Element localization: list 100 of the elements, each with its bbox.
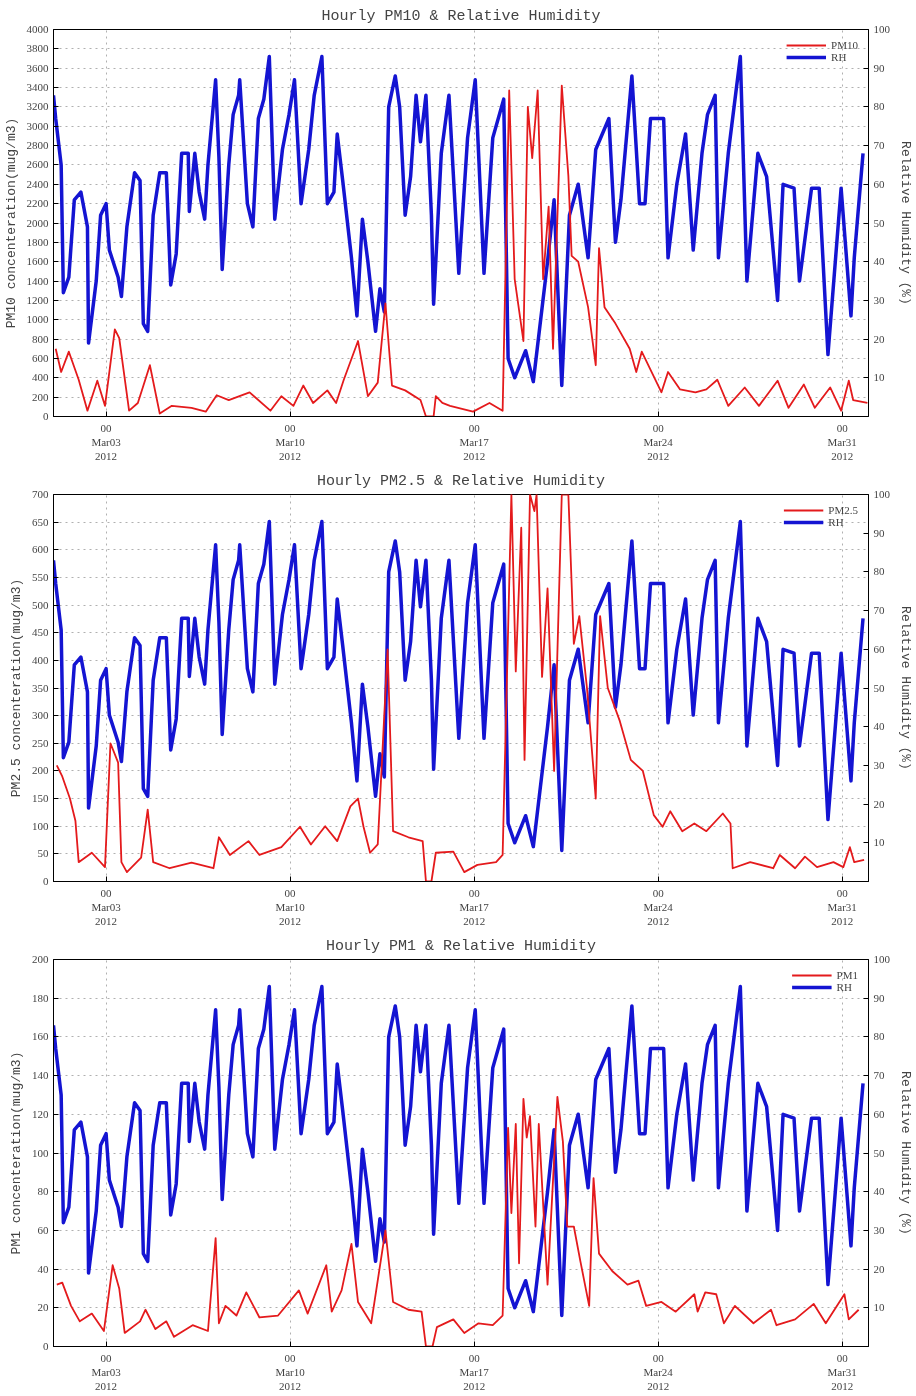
line-series: [53, 984, 865, 1318]
x-tick-label: 00 Mar31 2012: [827, 421, 857, 463]
y-tick-label: 450: [32, 626, 49, 639]
x-tick-label: 00 Mar03 2012: [91, 886, 122, 928]
y-tick-label: 1400: [26, 274, 49, 287]
y-tick-label: 2800: [26, 139, 49, 152]
legend-label: RH: [836, 981, 853, 993]
y-tick-label: 3600: [26, 61, 49, 74]
y2-tick-label: 60: [873, 642, 885, 655]
legend-label: RH: [828, 516, 845, 528]
y-tick-label: 2000: [26, 216, 49, 229]
legend-label: PM10: [831, 39, 858, 51]
y2-tick-label: 20: [873, 797, 885, 810]
x-tick-label: 00 Mar03 2012: [91, 1351, 122, 1393]
x-tick-label: 00 Mar24 2012: [643, 421, 674, 463]
y2-tick-label: 30: [873, 758, 885, 771]
y-tick-label: 500: [32, 598, 49, 611]
y-axis-title: PM1 concenteration(mug/m3): [9, 1051, 24, 1255]
y-tick-label: 400: [32, 653, 49, 666]
y-tick-label: 600: [32, 351, 49, 364]
line-series: [53, 54, 865, 388]
y-tick-label: 1000: [26, 313, 49, 326]
y-tick-label: 400: [32, 371, 49, 384]
y-tick-label: 200: [32, 953, 49, 965]
line-series: [55, 1095, 860, 1347]
y2-tick-label: 10: [873, 836, 885, 849]
y2-tick-label: 10: [873, 371, 885, 384]
x-tick-label: 00 Mar24 2012: [643, 886, 674, 928]
x-tick-label: 00 Mar24 2012: [643, 1351, 674, 1393]
y-tick-label: 180: [32, 991, 49, 1004]
y2-tick-label: 80: [873, 100, 885, 113]
y-tick-label: 3200: [26, 100, 49, 113]
y-tick-label: 1200: [26, 293, 49, 306]
y-tick-label: 80: [37, 1185, 49, 1198]
y-tick-label: 4000: [26, 23, 49, 35]
y-tick-label: 0: [43, 1340, 49, 1352]
y-tick-label: 1600: [26, 255, 49, 268]
y2-tick-label: 60: [873, 177, 885, 190]
y-tick-label: 140: [32, 1069, 49, 1082]
y-tick-label: 700: [32, 488, 49, 500]
y-tick-label: 800: [32, 332, 49, 345]
y-tick-label: 50: [37, 847, 49, 860]
y2-tick-label: 70: [873, 604, 885, 617]
x-tick-label: 00 Mar31 2012: [827, 886, 857, 928]
y2-tick-label: 50: [873, 681, 885, 694]
y-tick-label: 60: [37, 1223, 49, 1236]
y2-tick-label: 80: [873, 1030, 885, 1043]
y-tick-label: 650: [32, 515, 49, 528]
chart-title: Hourly PM10 & Relative Humidity: [321, 7, 601, 25]
y2-tick-label: 30: [873, 293, 885, 306]
y-tick-label: 200: [32, 390, 49, 403]
y-tick-label: 600: [32, 543, 49, 556]
y2-tick-label: 20: [873, 332, 885, 345]
y-tick-label: 2400: [26, 177, 49, 190]
y-axis-title: PM2.5 concenteration(mug/m3): [9, 578, 24, 798]
y-tick-label: 20: [37, 1301, 49, 1314]
legend-label: RH: [831, 51, 848, 63]
y-tick-label: 160: [32, 1030, 49, 1043]
legend-label: PM1: [836, 969, 858, 981]
y2-tick-label: 80: [873, 565, 885, 578]
y-tick-label: 100: [32, 1146, 49, 1159]
y2-tick-label: 50: [873, 1146, 885, 1159]
y2-axis-title: Relative Humidity (%): [898, 1071, 913, 1235]
y2-tick-label: 100: [873, 23, 891, 35]
y2-tick-label: 90: [873, 61, 885, 74]
y-tick-label: 2200: [26, 197, 49, 210]
y2-tick-label: 30: [873, 1223, 885, 1236]
y-tick-label: 3000: [26, 119, 49, 132]
y2-tick-label: 60: [873, 1107, 885, 1120]
y-tick-label: 100: [32, 819, 49, 832]
x-tick-label: 00 Mar03 2012: [91, 421, 122, 463]
y-tick-label: 1800: [26, 235, 49, 248]
y-tick-label: 550: [32, 570, 49, 583]
y-tick-label: 200: [32, 764, 49, 777]
y2-tick-label: 100: [873, 953, 891, 965]
y-axis-title: PM10 concenteration(mug/m3): [3, 117, 19, 329]
y2-tick-label: 40: [873, 255, 885, 268]
y-tick-label: 250: [32, 736, 49, 749]
y-tick-label: 40: [37, 1262, 49, 1275]
y2-axis-title: Relative Humidity (%): [898, 141, 913, 305]
y2-tick-label: 40: [873, 1185, 885, 1198]
x-tick-label: 00 Mar17 2012: [459, 421, 490, 463]
x-tick-label: 00 Mar17 2012: [459, 1351, 490, 1393]
y2-tick-label: 10: [873, 1301, 885, 1314]
y-tick-label: 3400: [26, 81, 49, 94]
y-tick-label: 3800: [26, 42, 49, 55]
y-tick-label: 0: [43, 410, 49, 422]
chart-title: Hourly PM1 & Relative Humidity: [325, 937, 597, 955]
x-tick-label: 00 Mar17 2012: [459, 886, 490, 928]
x-tick-label: 00 Mar10 2012: [275, 1351, 306, 1393]
chart-title: Hourly PM2.5 & Relative Humidity: [316, 472, 606, 490]
y2-tick-label: 20: [873, 1262, 885, 1275]
y2-tick-label: 50: [873, 216, 885, 229]
x-tick-label: 00 Mar31 2012: [827, 1351, 857, 1393]
y2-axis-title: Relative Humidity (%): [898, 606, 913, 770]
legend-label: PM2.5: [828, 504, 858, 516]
x-tick-label: 00 Mar10 2012: [275, 886, 306, 928]
y-tick-label: 2600: [26, 158, 49, 171]
y2-tick-label: 70: [873, 139, 885, 152]
y2-tick-label: 90: [873, 526, 885, 539]
